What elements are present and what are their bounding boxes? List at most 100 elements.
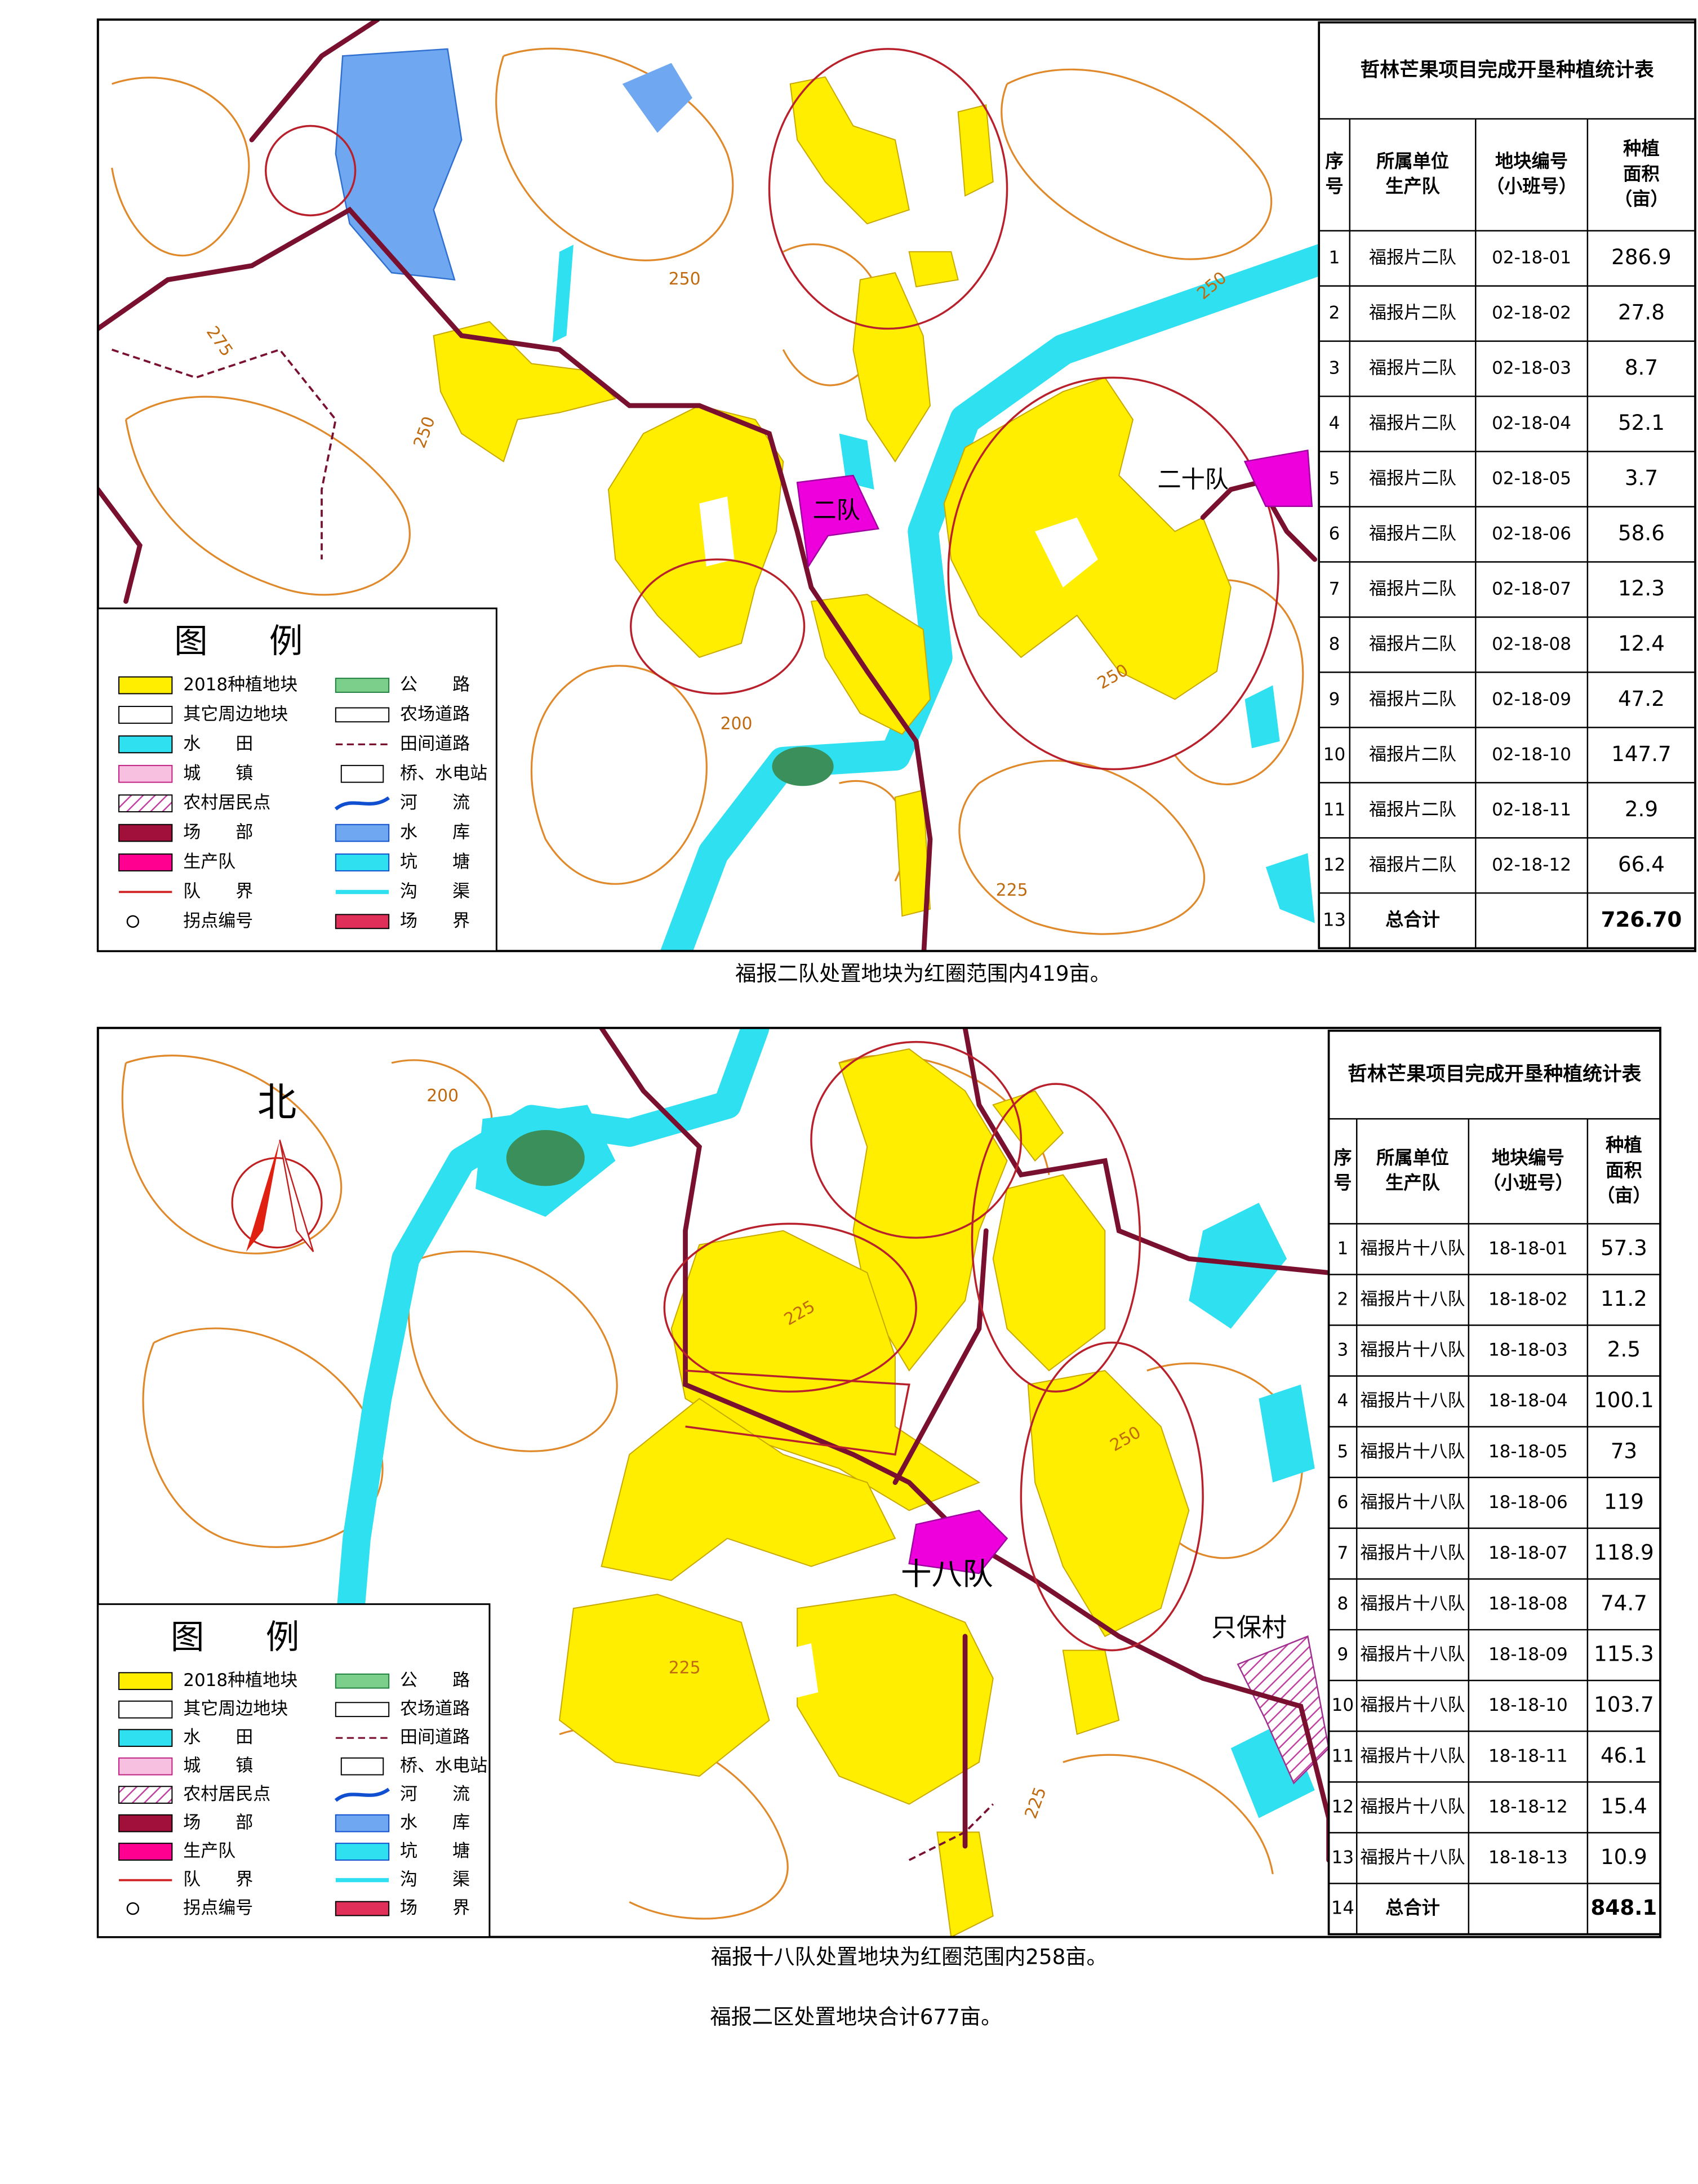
symbol: [118, 1729, 173, 1747]
table-total: 14: [1331, 1897, 1354, 1919]
roads: [599, 1027, 1331, 1863]
table-cell: 15.4: [1601, 1794, 1647, 1818]
table-cell: 10.9: [1601, 1844, 1647, 1869]
map-label: 只保村: [1211, 1613, 1287, 1642]
legend-label: 河 流: [400, 793, 470, 813]
table-cell: 福报片十八队: [1360, 1289, 1465, 1310]
legend-label: 农场道路: [400, 1699, 470, 1719]
legend-label: 田间道路: [400, 1727, 470, 1747]
table-total: 848.1: [1591, 1895, 1657, 1920]
contour-label: 225: [996, 880, 1028, 900]
table-header: 所属单位: [1376, 1147, 1449, 1168]
table-cell: 119: [1604, 1489, 1644, 1514]
legend-label: 2018种植地块: [183, 1670, 297, 1691]
table-header: 地块编号: [1495, 150, 1568, 172]
pond: [622, 63, 692, 133]
table-cell: 3: [1329, 358, 1340, 379]
table-cell: 02-18-01: [1492, 248, 1571, 268]
table-cell: 66.4: [1618, 852, 1665, 877]
legend-title: 图例: [174, 622, 365, 661]
table-cell: 福报片二队: [1369, 469, 1456, 489]
legend-label: 拐点编号: [183, 911, 253, 931]
table-cell: 8: [1337, 1594, 1349, 1614]
table-cell: 18-18-12: [1488, 1796, 1568, 1817]
table-cell: 9: [1329, 689, 1340, 709]
table-cell: 福报片十八队: [1360, 1442, 1465, 1462]
table-cell: 2.5: [1607, 1337, 1641, 1362]
legend-label: 场 部: [183, 822, 253, 843]
symbol: [118, 706, 173, 724]
symbol: [335, 1702, 390, 1718]
legend-label: 其它周边地块: [183, 704, 288, 724]
symbol: [335, 707, 390, 723]
legend-label: 桥、水电站: [400, 763, 487, 784]
boundaries: [264, 48, 1279, 771]
table-header: （小班号）: [1486, 176, 1577, 197]
team-area: [796, 474, 879, 569]
table-total: 总合计: [1385, 909, 1440, 930]
table-header: （小班号）: [1483, 1172, 1573, 1194]
symbol: [118, 853, 173, 871]
table-cell: 11: [1332, 1746, 1354, 1766]
table-cell: 47.2: [1618, 686, 1665, 711]
table-cell: 福报片二队: [1369, 744, 1456, 764]
symbol: [118, 735, 173, 754]
symbol: [335, 678, 390, 693]
legend-label: 沟 渠: [400, 1870, 470, 1890]
legend-label: 坑 塘: [400, 852, 470, 872]
table-cell: 18-18-10: [1488, 1695, 1568, 1715]
table-cell: 02-18-12: [1492, 855, 1571, 875]
paddy: [1244, 685, 1280, 749]
table-cell: 4: [1329, 413, 1340, 434]
symbol: [335, 853, 390, 871]
table-cell: 18-18-07: [1488, 1543, 1568, 1563]
table-cell: 286.9: [1611, 244, 1672, 269]
table-cell: 18-18-08: [1488, 1594, 1568, 1614]
table-cell: 福报片二队: [1369, 303, 1456, 323]
symbol: [118, 1672, 173, 1691]
paddy: [552, 244, 574, 343]
map-label: 十八队: [901, 1556, 993, 1592]
table-header: 序: [1325, 150, 1343, 172]
symbol: [335, 914, 390, 929]
symbol: [126, 915, 140, 928]
table-cell: 2.9: [1625, 797, 1658, 821]
table-cell: 27.8: [1618, 300, 1665, 324]
table-header: （亩）: [1597, 1185, 1651, 1206]
table-cell: 8.7: [1625, 355, 1658, 380]
table-cell: 12.4: [1618, 631, 1665, 656]
legend-label: 队 界: [183, 1870, 253, 1890]
map-label: 二十队: [1157, 466, 1229, 493]
paddy: [1259, 1384, 1315, 1483]
table-cell: 147.7: [1611, 741, 1672, 766]
legend-label: 城 镇: [183, 763, 253, 784]
table-cell: 02-18-11: [1492, 799, 1571, 820]
symbol: [340, 764, 384, 783]
table-cell: 02-18-06: [1492, 523, 1571, 544]
table-cell: 福报片十八队: [1360, 1492, 1465, 1513]
table-cell: 13: [1332, 1847, 1354, 1867]
legend-title: 图例: [171, 1618, 361, 1657]
table-cell: 52.1: [1618, 410, 1665, 435]
symbol: [334, 1787, 390, 1802]
caption: 福报二区处置地块合计677亩。: [710, 2004, 1002, 2029]
north-arrow: [231, 1140, 323, 1252]
legend-label: 场 界: [400, 1898, 470, 1918]
legend-label: 农场道路: [400, 704, 470, 724]
table-header: 序: [1333, 1147, 1352, 1168]
table-header: 地块编号: [1492, 1147, 1564, 1168]
table-header: 号: [1325, 176, 1343, 197]
symbol: [118, 764, 173, 783]
team-area: [908, 1509, 1008, 1574]
symbol: [118, 1843, 173, 1861]
symbol: [335, 1814, 390, 1832]
table-cell: 8: [1329, 634, 1340, 654]
table-cell: 103.7: [1594, 1692, 1654, 1717]
symbol: [335, 1901, 390, 1916]
legend-label: 河 流: [400, 1784, 470, 1804]
table-cell: 7: [1329, 579, 1340, 599]
river: [660, 236, 1358, 951]
village: [1237, 1635, 1330, 1785]
table-frame: [1318, 21, 1696, 950]
symbol: [335, 1843, 390, 1861]
